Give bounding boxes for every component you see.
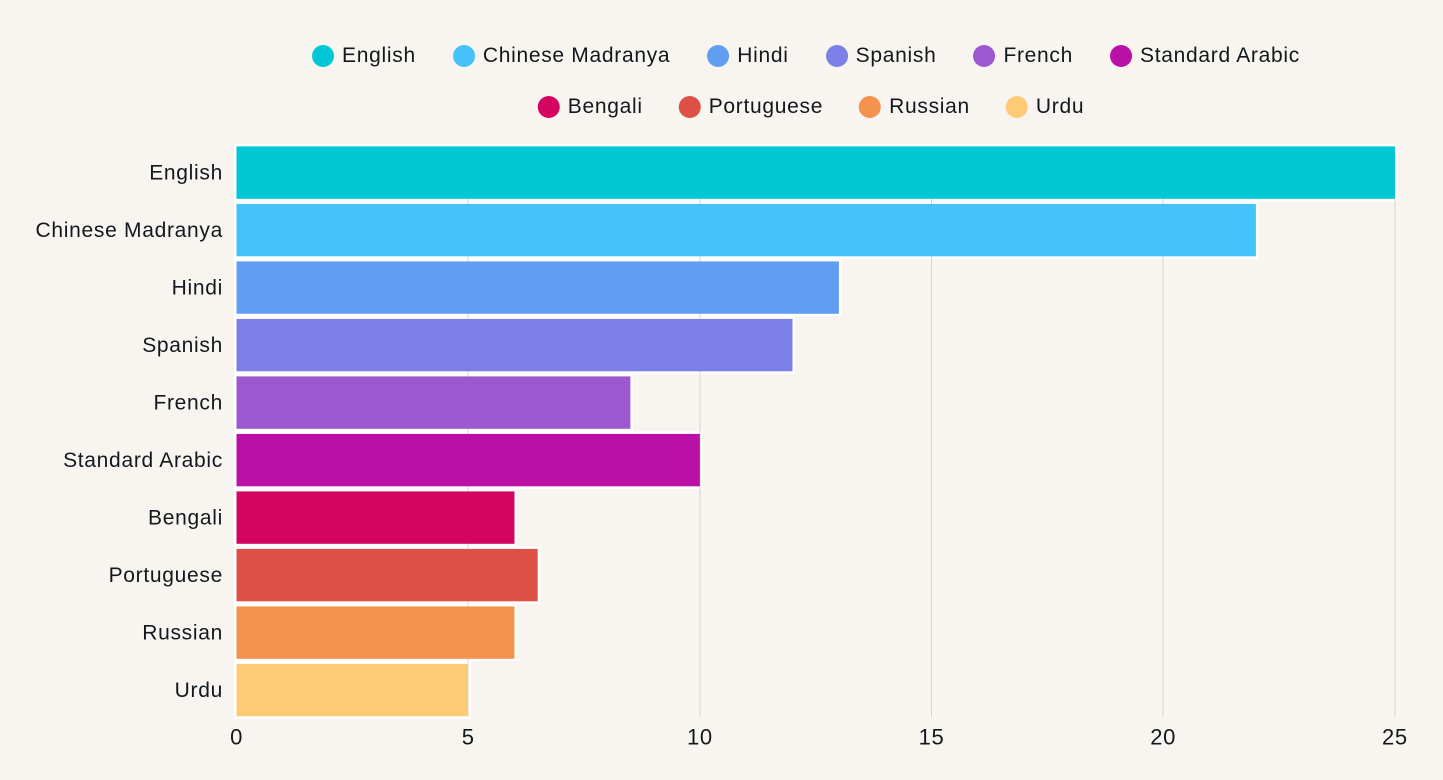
svg-text:5: 5 — [462, 725, 475, 750]
svg-text:25: 25 — [1382, 725, 1408, 750]
svg-text:English: English — [149, 162, 223, 185]
svg-text:Spanish: Spanish — [142, 334, 223, 357]
svg-text:0: 0 — [230, 725, 243, 750]
svg-text:10: 10 — [687, 725, 713, 750]
svg-text:Chinese Madranya: Chinese Madranya — [36, 219, 223, 242]
svg-text:Bengali: Bengali — [148, 507, 223, 530]
svg-text:French: French — [153, 392, 223, 415]
svg-text:Standard Arabic: Standard Arabic — [63, 449, 223, 472]
svg-text:15: 15 — [919, 725, 945, 750]
svg-text:20: 20 — [1150, 725, 1176, 750]
svg-text:Portuguese: Portuguese — [109, 564, 223, 587]
svg-text:Hindi: Hindi — [172, 277, 223, 300]
svg-text:Urdu: Urdu — [175, 679, 223, 702]
svg-text:Russian: Russian — [142, 622, 223, 645]
